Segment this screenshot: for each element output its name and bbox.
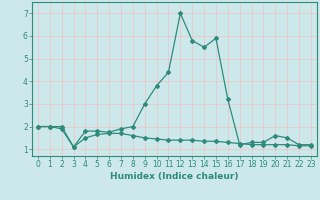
X-axis label: Humidex (Indice chaleur): Humidex (Indice chaleur)	[110, 172, 239, 181]
